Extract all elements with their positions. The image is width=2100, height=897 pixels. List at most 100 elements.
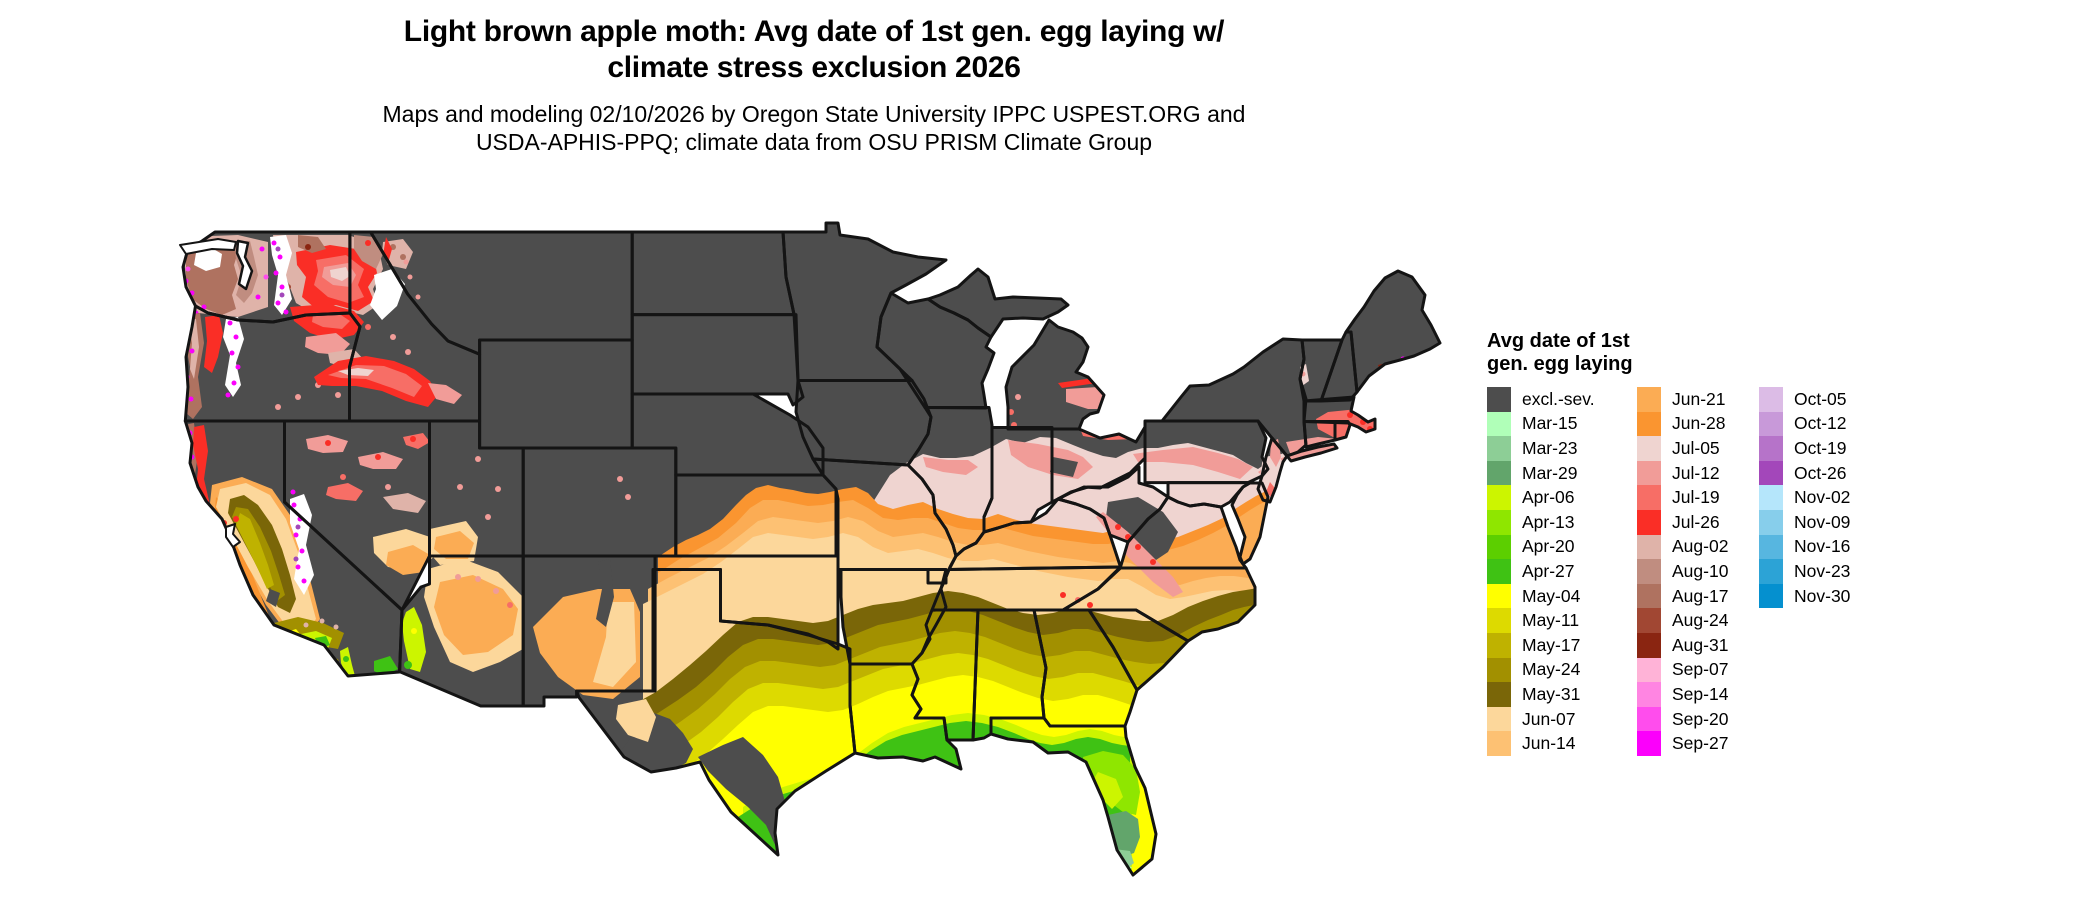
legend-label: Aug-24 [1672, 610, 1729, 631]
legend-item: Nov-16 [1759, 534, 1851, 560]
legend-label: Jul-05 [1672, 437, 1720, 458]
legend-item: May-17 [1487, 632, 1595, 658]
legend-label: Sep-07 [1672, 659, 1729, 680]
map-title-line1: Light brown apple moth: Avg date of 1st … [403, 15, 1225, 48]
map-legend: Avg date of 1st gen. egg laying excl.-se… [1487, 330, 1907, 756]
legend-swatch [1759, 583, 1783, 609]
map-fill-layers [183, 223, 1440, 875]
legend-swatch [1637, 706, 1661, 732]
legend-swatch [1637, 657, 1661, 683]
legend-label: May-24 [1522, 659, 1581, 680]
legend-label: Mar-15 [1522, 413, 1578, 434]
legend-item: Nov-30 [1759, 583, 1850, 609]
legend-swatch [1637, 460, 1661, 486]
legend-swatch [1637, 387, 1661, 412]
legend-swatch [1637, 534, 1661, 560]
legend-label: Jun-07 [1522, 708, 1576, 729]
legend-swatch [1487, 387, 1511, 412]
legend-item: Mar-15 [1487, 411, 1595, 437]
legend-swatch [1487, 485, 1511, 510]
legend-swatch [1759, 534, 1783, 560]
legend-item: Oct-12 [1759, 411, 1850, 437]
map-subtitle-line1: Maps and modeling 02/10/2026 by Oregon S… [382, 101, 1246, 127]
legend-swatch [1637, 583, 1661, 609]
legend-item: May-11 [1487, 608, 1595, 633]
legend-label: Apr-13 [1522, 511, 1575, 532]
san-francisco-bay [225, 523, 241, 548]
title-block: Light brown apple moth: Avg date of 1st … [178, 14, 1450, 156]
legend-swatch [1759, 411, 1783, 437]
legend-item: Jul-19 [1637, 485, 1728, 510]
legend-item: Nov-02 [1759, 485, 1850, 510]
legend-swatch [1487, 460, 1511, 486]
legend-label: Aug-10 [1672, 560, 1729, 581]
legend-label: Jun-28 [1672, 413, 1726, 434]
legend-swatch [1487, 706, 1511, 732]
legend-swatch [1487, 559, 1511, 584]
legend-item: May-24 [1487, 657, 1595, 683]
legend-swatch [1759, 485, 1783, 510]
legend-swatch [1637, 559, 1661, 584]
legend-item: May-31 [1487, 682, 1595, 707]
legend-label: Oct-19 [1794, 437, 1847, 458]
legend-label: Oct-12 [1794, 413, 1847, 434]
legend-swatch [1637, 682, 1661, 707]
legend-label: Jun-14 [1522, 733, 1576, 754]
us-map [178, 157, 1448, 892]
legend-item: Mar-29 [1487, 460, 1595, 486]
legend-label: Sep-20 [1672, 708, 1729, 729]
legend-item: Aug-31 [1637, 632, 1729, 658]
legend-label: Oct-05 [1794, 388, 1847, 409]
legend-swatch [1487, 411, 1511, 437]
legend-item: Jul-05 [1637, 436, 1728, 461]
legend-swatch [1487, 509, 1511, 535]
legend-label: Jul-26 [1672, 511, 1720, 532]
legend-item: Jun-07 [1487, 706, 1595, 732]
legend-item: Aug-17 [1637, 583, 1729, 609]
map-title-line2: climate stress exclusion 2026 [607, 51, 1021, 84]
legend-column-1: Jun-21 Jun-28 Jul-05 Jul-12 Jul-19 Jul-26 Aug-… [1637, 387, 1728, 756]
legend-label: Apr-27 [1522, 560, 1575, 581]
legend-label: Jun-21 [1672, 388, 1726, 409]
legend-swatch [1759, 509, 1783, 535]
legend-item: Oct-26 [1759, 460, 1850, 486]
legend-label: Jul-19 [1672, 487, 1720, 508]
legend-label: May-17 [1522, 634, 1581, 655]
legend-label: Aug-31 [1672, 634, 1729, 655]
legend-swatch [1637, 436, 1661, 461]
legend-label: Aug-17 [1672, 585, 1729, 606]
legend-item: Nov-23 [1759, 559, 1850, 584]
legend-item: Apr-27 [1487, 559, 1595, 584]
legend-label: Mar-23 [1522, 437, 1578, 458]
legend-item: Apr-06 [1487, 485, 1595, 510]
legend-swatch [1487, 731, 1511, 756]
map-subtitle-line2: USDA-APHIS-PPQ; climate data from OSU PR… [475, 129, 1153, 155]
legend-label: Nov-09 [1794, 511, 1851, 532]
legend-swatch [1759, 460, 1783, 486]
legend-item: Jun-21 [1637, 387, 1728, 412]
legend-swatch [1487, 583, 1511, 609]
legend-label: May-31 [1522, 683, 1581, 704]
legend-label: Jul-12 [1672, 462, 1720, 483]
legend-label: Nov-23 [1794, 560, 1851, 581]
legend-item: Jun-28 [1637, 411, 1728, 437]
legend-label: Nov-16 [1794, 536, 1851, 557]
legend-item: Jul-12 [1637, 460, 1728, 486]
legend-label: Apr-06 [1522, 487, 1575, 508]
legend-swatch [1487, 632, 1511, 658]
us-map-svg [179, 221, 1442, 877]
legend-label: Apr-20 [1522, 536, 1575, 557]
legend-swatch [1487, 682, 1511, 707]
legend-label: Nov-02 [1794, 487, 1851, 508]
legend-label: May-04 [1522, 585, 1581, 606]
legend-swatch [1487, 436, 1511, 461]
legend-item: Apr-13 [1487, 509, 1595, 535]
legend-swatch [1637, 509, 1661, 535]
legend-title-line1: Avg date of 1st [1487, 330, 1630, 352]
legend-item: Oct-19 [1759, 436, 1850, 461]
map-subtitle: Maps and modeling 02/10/2026 by Oregon S… [178, 100, 1450, 156]
state-borders [179, 221, 1442, 877]
legend-swatch [1487, 657, 1511, 683]
legend-column-2: Oct-05 Oct-12 Oct-19 Oct-26 Nov-02 Nov-09 Nov-… [1759, 387, 1851, 609]
legend-swatch [1759, 559, 1783, 584]
